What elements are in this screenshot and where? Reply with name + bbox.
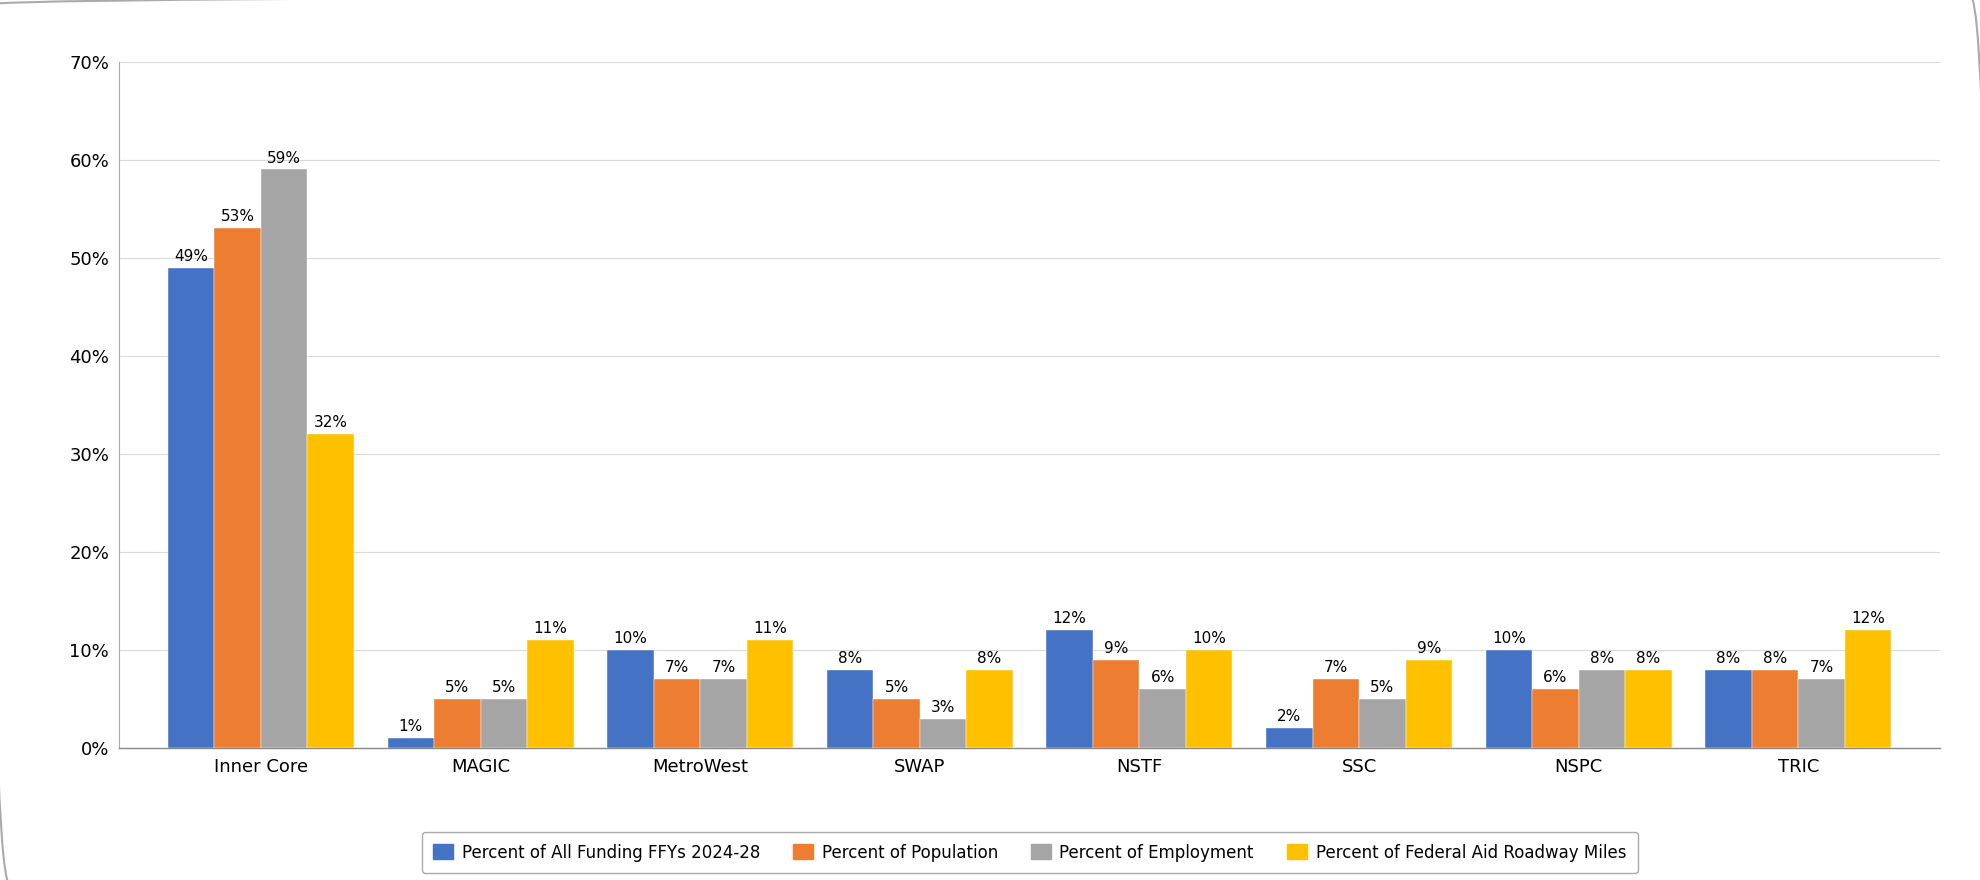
- Bar: [1845, 630, 1891, 748]
- Text: 6%: 6%: [1150, 671, 1174, 686]
- Bar: [261, 170, 307, 748]
- Bar: [701, 679, 746, 748]
- Bar: [608, 650, 653, 748]
- Bar: [214, 228, 261, 748]
- Text: 7%: 7%: [1325, 660, 1348, 676]
- Text: 8%: 8%: [1717, 650, 1740, 665]
- Text: 5%: 5%: [885, 680, 909, 695]
- Text: 7%: 7%: [1810, 660, 1833, 676]
- Text: 5%: 5%: [1370, 680, 1394, 695]
- Text: 9%: 9%: [1105, 641, 1129, 656]
- Text: 12%: 12%: [1851, 612, 1885, 627]
- Legend: Percent of All Funding FFYs 2024-28, Percent of Population, Percent of Employmen: Percent of All Funding FFYs 2024-28, Per…: [422, 832, 1637, 873]
- Text: 7%: 7%: [711, 660, 735, 676]
- Text: 5%: 5%: [446, 680, 469, 695]
- Text: 2%: 2%: [1277, 709, 1301, 724]
- Bar: [1265, 729, 1313, 748]
- Bar: [1752, 670, 1798, 748]
- Bar: [746, 640, 794, 748]
- Bar: [1138, 689, 1186, 748]
- Text: 12%: 12%: [1053, 612, 1087, 627]
- Bar: [1358, 699, 1406, 748]
- Text: 59%: 59%: [267, 150, 301, 165]
- Text: 10%: 10%: [1192, 631, 1226, 646]
- Bar: [828, 670, 873, 748]
- Text: 11%: 11%: [752, 621, 786, 636]
- Text: 49%: 49%: [174, 248, 208, 264]
- Bar: [481, 699, 527, 748]
- Text: 8%: 8%: [838, 650, 861, 665]
- Bar: [1533, 689, 1578, 748]
- Bar: [1313, 679, 1358, 748]
- Bar: [921, 719, 966, 748]
- Text: 8%: 8%: [1590, 650, 1614, 665]
- Text: 10%: 10%: [1493, 631, 1527, 646]
- Text: 8%: 8%: [1762, 650, 1788, 665]
- Text: 9%: 9%: [1416, 641, 1441, 656]
- Bar: [873, 699, 921, 748]
- Bar: [1045, 630, 1093, 748]
- Bar: [1093, 660, 1138, 748]
- Text: 32%: 32%: [313, 415, 348, 430]
- Text: 8%: 8%: [1635, 650, 1661, 665]
- Text: 11%: 11%: [533, 621, 566, 636]
- Bar: [168, 268, 214, 748]
- Text: 53%: 53%: [220, 209, 255, 224]
- Bar: [388, 738, 434, 748]
- Bar: [966, 670, 1014, 748]
- Text: 1%: 1%: [398, 719, 424, 734]
- Text: 7%: 7%: [665, 660, 689, 676]
- Bar: [434, 699, 481, 748]
- Bar: [307, 434, 354, 748]
- Bar: [1626, 670, 1671, 748]
- Bar: [527, 640, 574, 748]
- Bar: [1485, 650, 1533, 748]
- Bar: [1186, 650, 1232, 748]
- Bar: [1406, 660, 1451, 748]
- Bar: [1578, 670, 1626, 748]
- Text: 8%: 8%: [978, 650, 1002, 665]
- Text: 6%: 6%: [1542, 671, 1568, 686]
- Text: 5%: 5%: [491, 680, 517, 695]
- Bar: [1798, 679, 1845, 748]
- Bar: [653, 679, 701, 748]
- Text: 10%: 10%: [614, 631, 647, 646]
- Bar: [1705, 670, 1752, 748]
- Text: 3%: 3%: [931, 700, 954, 715]
